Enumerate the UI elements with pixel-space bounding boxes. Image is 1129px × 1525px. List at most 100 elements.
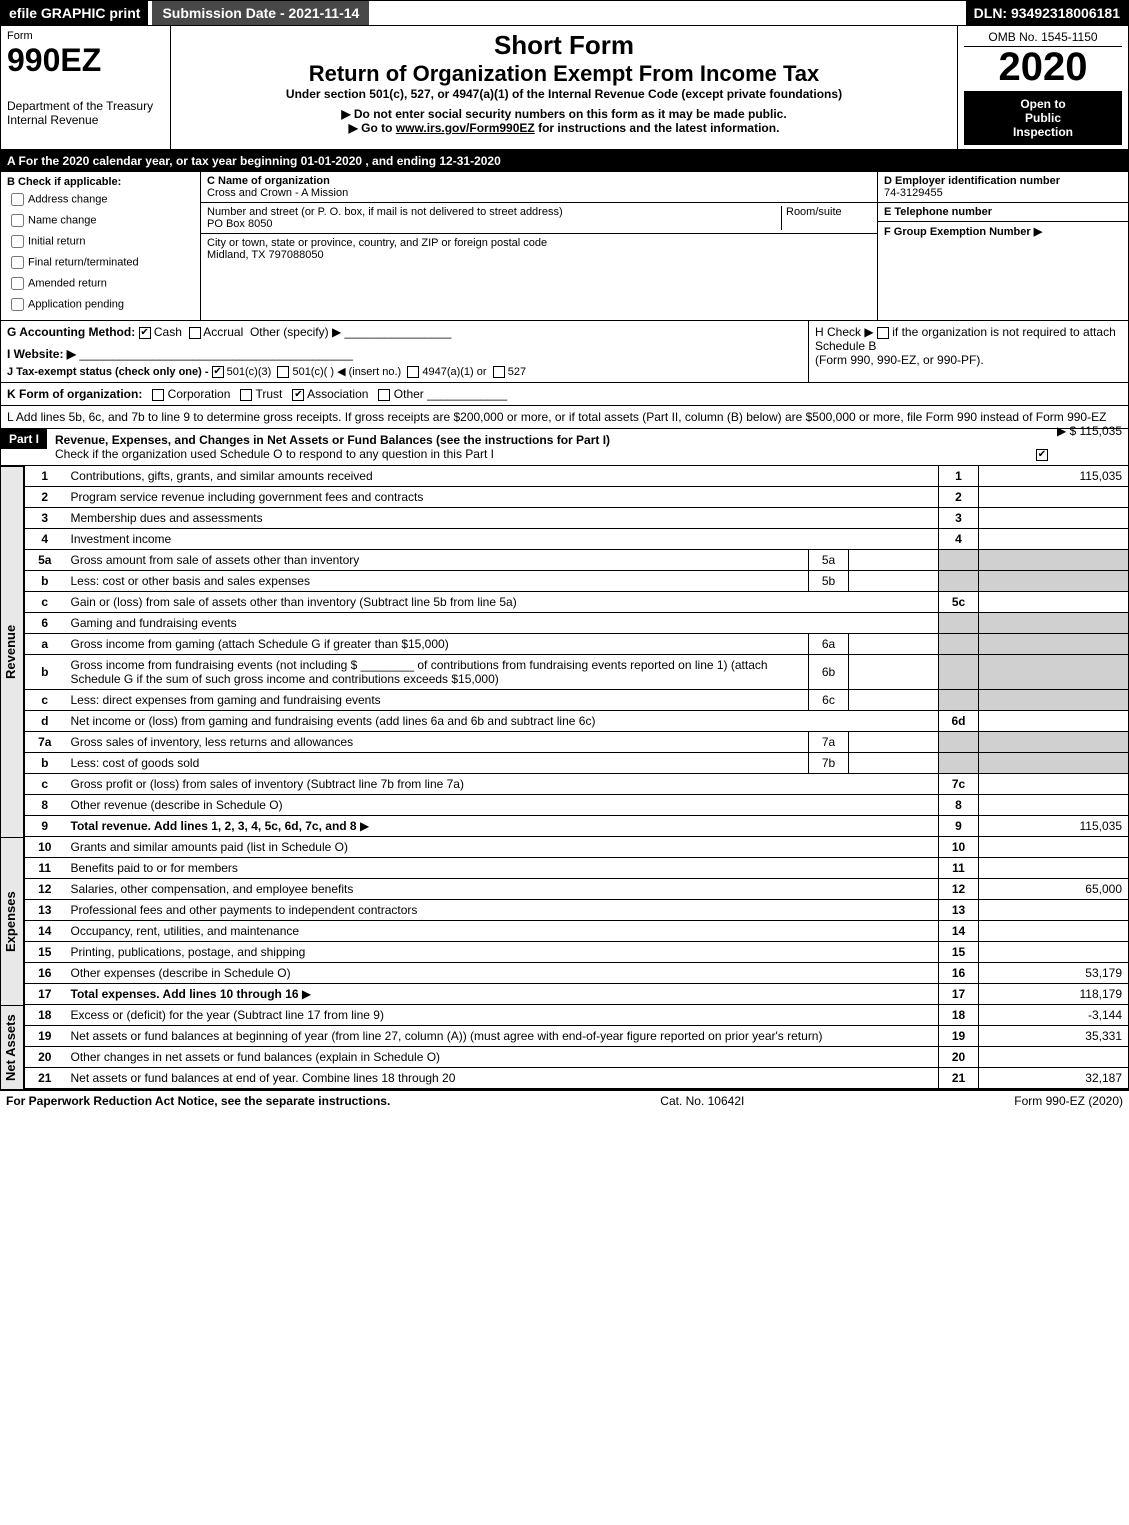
line-19: 19Net assets or fund balances at beginni… (25, 1026, 1129, 1047)
chk-corp[interactable] (152, 389, 164, 401)
section-def: D Employer identification number 74-3129… (878, 172, 1128, 320)
line-7c: cGross profit or (loss) from sales of in… (25, 774, 1129, 795)
goto-link[interactable]: www.irs.gov/Form990EZ (396, 121, 535, 135)
header-left: Form 990EZ Department of the Treasury In… (1, 26, 171, 149)
row-h: H Check ▶ if the organization is not req… (808, 321, 1128, 382)
line-6b: b Gross income from fundraising events (n… (25, 655, 1129, 690)
line-7b-desc: Less: cost of goods sold (71, 756, 200, 770)
chk-other-org[interactable] (378, 389, 390, 401)
submission-date-badge: Submission Date - 2021-11-14 (152, 1, 369, 25)
line-6b-no: b (25, 655, 65, 690)
line-3-val (979, 508, 1129, 529)
line-6c-minival (849, 690, 939, 711)
line-3-no: 3 (25, 508, 65, 529)
chk-amended-return[interactable]: Amended return (7, 274, 194, 293)
line-7a-grey (939, 732, 979, 753)
goto-instructions: ▶ Go to www.irs.gov/Form990EZ for instru… (177, 121, 951, 135)
return-title: Return of Organization Exempt From Incom… (177, 61, 951, 87)
revenue-table: 1Contributions, gifts, grants, and simil… (24, 466, 1129, 837)
line-2-val (979, 487, 1129, 508)
chk-cash[interactable] (139, 327, 151, 339)
expenses-table: 10Grants and similar amounts paid (list … (24, 837, 1129, 1005)
line-3-desc: Membership dues and assessments (71, 511, 263, 525)
line-7c-num: 7c (939, 774, 979, 795)
line-12-no: 12 (25, 879, 65, 900)
chk-name-change[interactable]: Name change (7, 211, 194, 230)
short-form-title: Short Form (177, 30, 951, 61)
chk-h[interactable] (877, 327, 889, 339)
netassets-table: 18Excess or (deficit) for the year (Subt… (24, 1005, 1129, 1089)
line-11-no: 11 (25, 858, 65, 879)
g-other: Other (specify) ▶ (250, 325, 341, 339)
line-15-num: 15 (939, 942, 979, 963)
under-section: Under section 501(c), 527, or 4947(a)(1)… (177, 87, 951, 101)
line-11-desc: Benefits paid to or for members (71, 861, 238, 875)
chk-527[interactable] (493, 366, 505, 378)
line-6d-num: 6d (939, 711, 979, 732)
line-6d: dNet income or (loss) from gaming and fu… (25, 711, 1129, 732)
h-text1: H Check ▶ (815, 325, 874, 339)
efile-print-button[interactable]: efile GRAPHIC print (1, 1, 148, 25)
row-k: K Form of organization: Corporation Trus… (0, 383, 1129, 406)
line-7a-minival (849, 732, 939, 753)
chk-initial-return[interactable]: Initial return (7, 232, 194, 251)
line-18-num: 18 (939, 1005, 979, 1026)
j-4947: 4947(a)(1) or (422, 366, 486, 378)
chk-501c3[interactable] (212, 366, 224, 378)
goto-pre: ▶ Go to (349, 121, 396, 135)
line-6c-mini: 6c (809, 690, 849, 711)
line-18-no: 18 (25, 1005, 65, 1026)
chk-501c[interactable] (277, 366, 289, 378)
k-corp: Corporation (168, 387, 231, 401)
line-5b-desc: Less: cost or other basis and sales expe… (71, 574, 310, 588)
line-6-no: 6 (25, 613, 65, 634)
line-4-desc: Investment income (71, 532, 172, 546)
dln-label: DLN: 93492318006181 (966, 1, 1128, 25)
line-1-no: 1 (25, 466, 65, 487)
chk-assoc[interactable] (292, 389, 304, 401)
j-501c3: 501(c)(3) (227, 366, 272, 378)
line-7b-no: b (25, 753, 65, 774)
line-6b-desc1: Gross income from fundraising events (no… (71, 658, 358, 672)
line-21-no: 21 (25, 1068, 65, 1089)
i-website-label: I Website: ▶ (7, 347, 76, 361)
line-8-num: 8 (939, 795, 979, 816)
chk-final-return[interactable]: Final return/terminated (7, 253, 194, 272)
header-center: Short Form Return of Organization Exempt… (171, 26, 958, 149)
part-i-check-text: Check if the organization used Schedule … (55, 447, 494, 461)
g-label: G Accounting Method: (7, 325, 135, 339)
line-6b-minival (849, 655, 939, 690)
line-6a-no: a (25, 634, 65, 655)
line-9: 9Total revenue. Add lines 1, 2, 3, 4, 5c… (25, 816, 1129, 837)
line-9-desc: Total revenue. Add lines 1, 2, 3, 4, 5c,… (71, 819, 357, 833)
line-12-desc: Salaries, other compensation, and employ… (71, 882, 354, 896)
header-right: OMB No. 1545-1150 2020 Open to Public In… (958, 26, 1128, 149)
line-10-no: 10 (25, 837, 65, 858)
line-19-val: 35,331 (979, 1026, 1129, 1047)
footer-left: For Paperwork Reduction Act Notice, see … (6, 1094, 390, 1108)
line-11-val (979, 858, 1129, 879)
part-i-label: Part I (1, 429, 47, 449)
chk-final-return-label: Final return/terminated (28, 256, 139, 268)
line-21: 21Net assets or fund balances at end of … (25, 1068, 1129, 1089)
open-line1: Open to (968, 97, 1118, 111)
line-6-grey (939, 613, 979, 634)
line-14-desc: Occupancy, rent, utilities, and maintena… (71, 924, 300, 938)
line-6b-greyval (979, 655, 1129, 690)
line-6d-desc: Net income or (loss) from gaming and fun… (71, 714, 596, 728)
line-20-no: 20 (25, 1047, 65, 1068)
chk-address-change[interactable]: Address change (7, 190, 194, 209)
k-other: Other (394, 387, 424, 401)
chk-application-pending[interactable]: Application pending (7, 295, 194, 314)
line-21-val: 32,187 (979, 1068, 1129, 1089)
chk-initial-return-label: Initial return (28, 235, 85, 247)
line-14: 14Occupancy, rent, utilities, and mainte… (25, 921, 1129, 942)
line-11: 11Benefits paid to or for members11 (25, 858, 1129, 879)
line-7c-val (979, 774, 1129, 795)
e-label: E Telephone number (884, 206, 992, 218)
chk-trust[interactable] (240, 389, 252, 401)
line-5b-minival (849, 571, 939, 592)
chk-accrual[interactable] (189, 327, 201, 339)
chk-schedule-o[interactable] (1036, 449, 1048, 461)
chk-4947[interactable] (407, 366, 419, 378)
